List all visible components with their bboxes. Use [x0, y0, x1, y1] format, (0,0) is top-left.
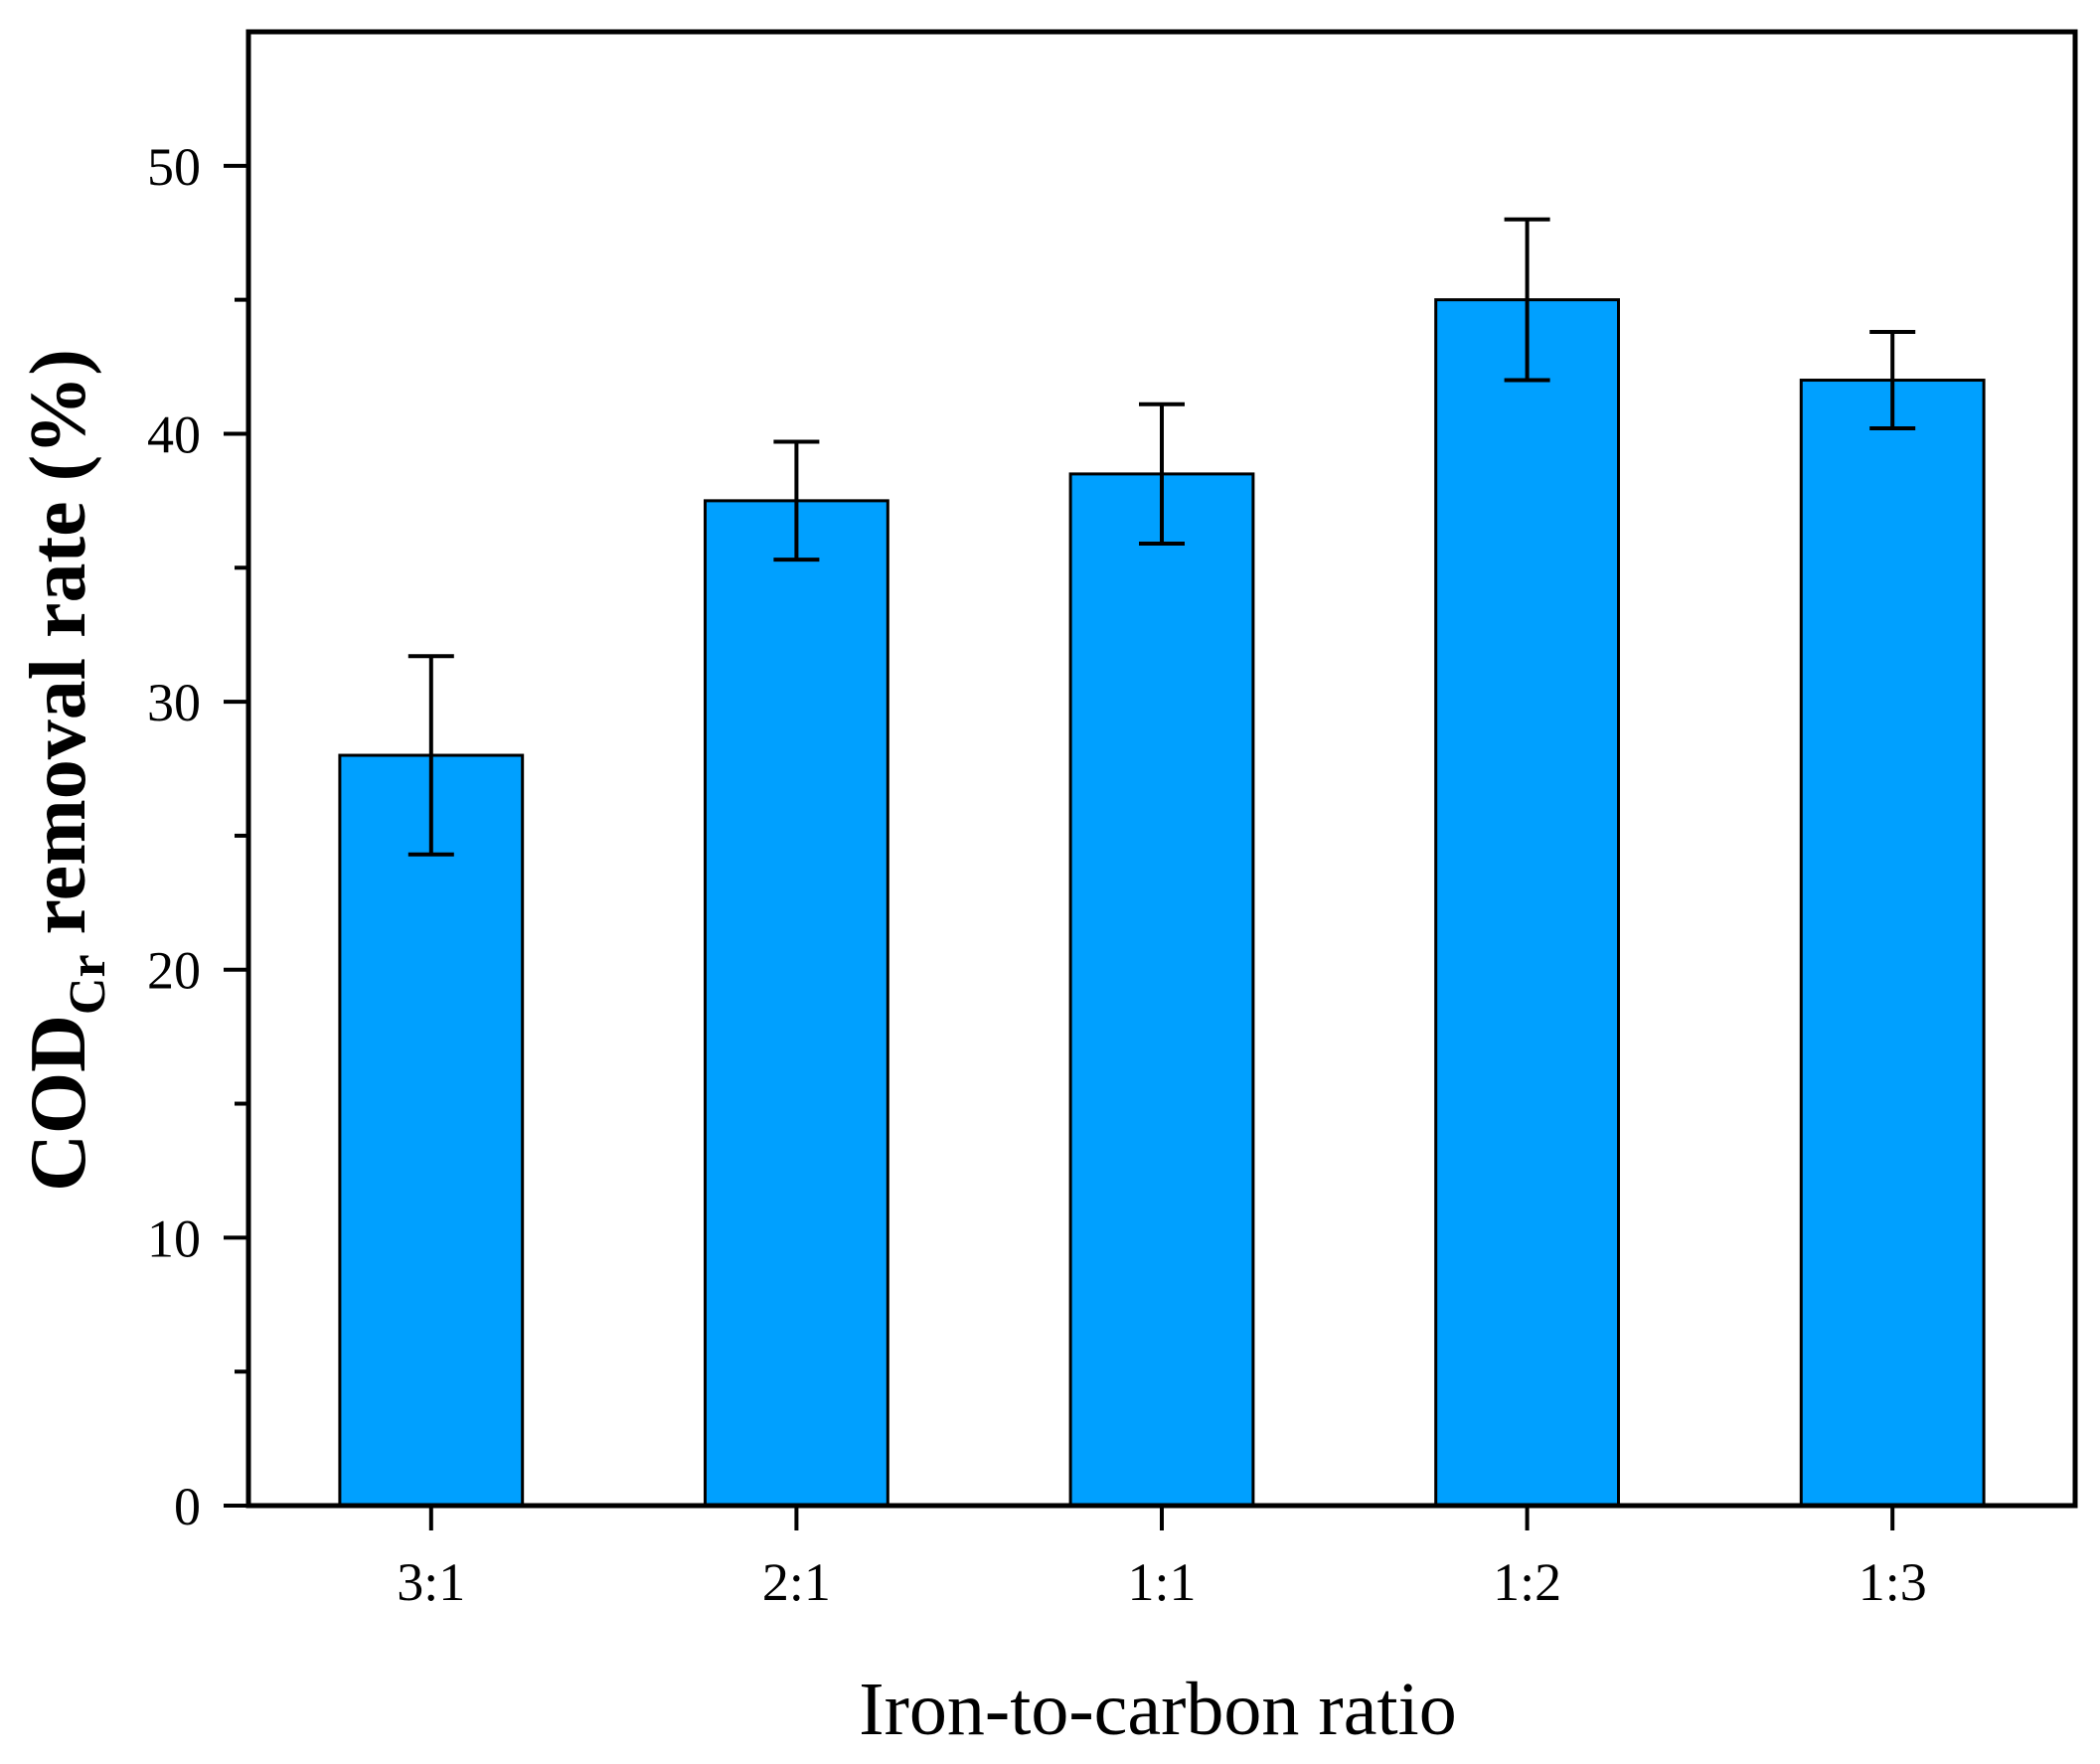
x-axis: 3:1 2:1 1:1 1:2 1:3: [397, 1506, 1927, 1612]
error-bar-1-2: [1504, 217, 1550, 383]
error-bar-3-1: [407, 654, 454, 857]
y-axis-title-subscript: Cr: [60, 954, 116, 1015]
y-axis: 0 10 20 30 40 50: [147, 137, 248, 1536]
y-tick-label: 50: [147, 137, 201, 197]
error-bar-2-1: [773, 439, 820, 562]
bar-3-1: [338, 753, 525, 1508]
x-tick-label: 1:1: [1127, 1552, 1196, 1612]
x-tick-label: 1:2: [1493, 1552, 1561, 1612]
y-tick-label: 10: [147, 1208, 201, 1268]
error-bar-1-1: [1139, 401, 1185, 547]
y-tick-label: 20: [147, 941, 201, 1001]
x-tick-label: 3:1: [397, 1552, 465, 1612]
bar-2-1: [704, 499, 889, 1508]
x-axis-title: Iron-to-carbon ratio: [859, 1668, 1456, 1751]
y-tick-label: 30: [147, 673, 201, 732]
y-tick-label: 0: [174, 1477, 201, 1536]
y-axis-title-rest: removal rate (%): [15, 349, 102, 954]
y-axis-title: CODCr removal rate (%): [15, 349, 116, 1192]
y-tick-label: 40: [147, 404, 201, 464]
error-bars: [407, 217, 1916, 857]
bar-1-3: [1799, 379, 1986, 1508]
bar-1-2: [1434, 298, 1620, 1508]
y-axis-title-main: COD: [15, 1015, 102, 1192]
error-bar-1-3: [1869, 329, 1916, 431]
x-tick-label: 2:1: [762, 1552, 831, 1612]
bar-1-1: [1068, 472, 1255, 1508]
x-tick-label: 1:3: [1858, 1552, 1927, 1612]
